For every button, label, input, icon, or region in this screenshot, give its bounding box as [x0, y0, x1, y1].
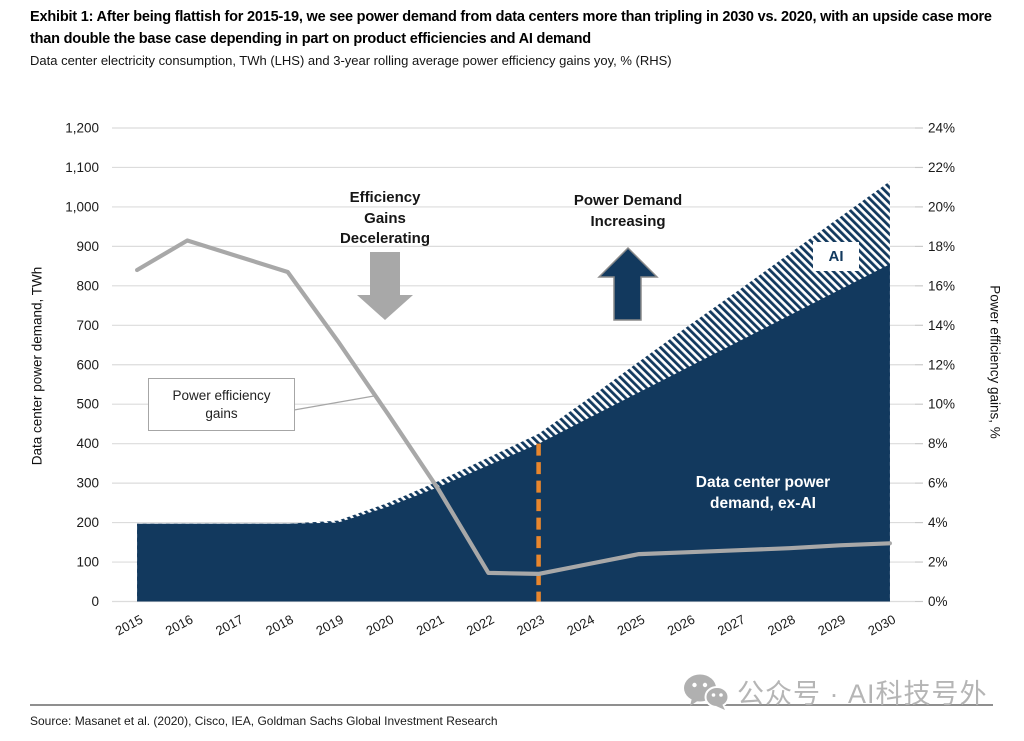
x-axis-label: 2019 — [313, 612, 346, 639]
source-text: Source: Masanet et al. (2020), Cisco, IE… — [30, 714, 498, 728]
annotation-line: Data center power — [695, 474, 831, 491]
x-axis-label: 2027 — [715, 612, 748, 639]
y-axis-right-label: 14% — [928, 318, 955, 333]
annotation-line: Gains — [364, 209, 406, 227]
y-axis-right-label: 4% — [928, 515, 948, 530]
y-axis-right-label: 6% — [928, 476, 948, 491]
annotation-line: Power Demand — [573, 192, 683, 209]
left-axis-title: Data center power demand, TWh — [29, 266, 45, 466]
power-efficiency-gains-label: Power efficiency gains — [148, 378, 295, 431]
y-axis-left-label: 400 — [76, 436, 99, 451]
x-axis-label: 2029 — [815, 612, 848, 639]
y-axis-right-label: 12% — [928, 357, 955, 372]
x-axis-label: 2023 — [514, 612, 547, 639]
y-axis-left-label: 200 — [76, 515, 99, 530]
y-axis-left-label: 800 — [76, 278, 99, 293]
x-axis-label: 2028 — [765, 612, 798, 639]
watermark: 公众号 · AI科技号外 — [682, 672, 988, 711]
x-axis-label: 2015 — [113, 612, 146, 639]
annotation-line: demand, ex-AI — [710, 495, 816, 512]
y-axis-right-label: 8% — [928, 436, 948, 451]
x-axis-labels: 2015 2016 2017 2018 2019 2020 2021 2022 2023 2024… — [113, 612, 898, 639]
right-axis-title: Power efficiency gains, % — [987, 285, 1003, 439]
y-axis-left-label: 1,100 — [65, 160, 99, 175]
y-axis-left-label: 100 — [76, 555, 99, 570]
y-axis-left-labels: 0 100 200 300 400 500 600 700 800 900 1,000 1,100 1,… — [65, 121, 99, 610]
y-axis-left-label: 600 — [76, 357, 99, 372]
ex-ai-demand-area — [137, 264, 890, 602]
y-axis-right-label: 22% — [928, 160, 955, 175]
x-axis-label: 2017 — [213, 612, 246, 639]
ai-area-label: AI — [813, 242, 859, 271]
x-axis-label: 2024 — [564, 612, 597, 639]
annotation-line: Increasing — [590, 212, 666, 230]
y-axis-left-label: 700 — [76, 318, 99, 333]
y-axis-right-labels: 0% 2% 4% 6% 8% 10% 12% 14% 16% 18% 20% 22% 24% — [928, 121, 955, 610]
x-axis-label: 2030 — [866, 612, 899, 639]
y-axis-left-label: 1,000 — [65, 199, 99, 214]
y-axis-right-label: 20% — [928, 199, 955, 214]
y-axis-right-label: 0% — [928, 594, 948, 609]
y-axis-left-label: 300 — [76, 476, 99, 491]
footer-divider — [30, 704, 993, 706]
annotation-line: Efficiency — [349, 189, 421, 206]
x-axis-label: 2020 — [364, 612, 397, 639]
watermark-text: 公众号 · AI科技号外 — [737, 679, 988, 709]
wechat-icon — [684, 674, 730, 710]
y-axis-right-label: 16% — [928, 278, 955, 293]
ex-ai-area-label: Data center power demand, ex-AI — [663, 472, 863, 514]
exhibit-title: Exhibit 1: After being flattish for 2015… — [30, 9, 992, 47]
annotation-power-demand-increasing: Power Demand Increasing — [538, 191, 718, 232]
y-axis-right-label: 10% — [928, 397, 955, 412]
y-axis-right-label: 2% — [928, 555, 948, 570]
efficiency-line — [135, 238, 893, 577]
annotation-line: Decelerating — [339, 230, 431, 247]
x-axis-label: 2018 — [263, 612, 296, 639]
x-axis-label: 2021 — [414, 612, 447, 639]
chart-header: Exhibit 1: After being flattish for 2015… — [30, 7, 1018, 68]
y-axis-left-label: 0 — [91, 594, 99, 609]
y-axis-left-label: 900 — [76, 239, 99, 254]
x-axis-label: 2016 — [163, 612, 196, 639]
y-axis-left-label: 500 — [76, 397, 99, 412]
exhibit-subtitle: Data center electricity consumption, TWh… — [30, 53, 672, 68]
y-axis-right-label: 24% — [928, 121, 955, 136]
x-axis-label: 2026 — [665, 612, 698, 639]
y-axis-right-label: 18% — [928, 239, 955, 254]
annotation-efficiency-gains-decelerating: Efficiency Gains Decelerating — [315, 188, 455, 250]
x-axis-label: 2025 — [615, 612, 648, 639]
x-axis-label: 2022 — [464, 612, 497, 639]
y-axis-left-label: 1,200 — [65, 121, 99, 136]
